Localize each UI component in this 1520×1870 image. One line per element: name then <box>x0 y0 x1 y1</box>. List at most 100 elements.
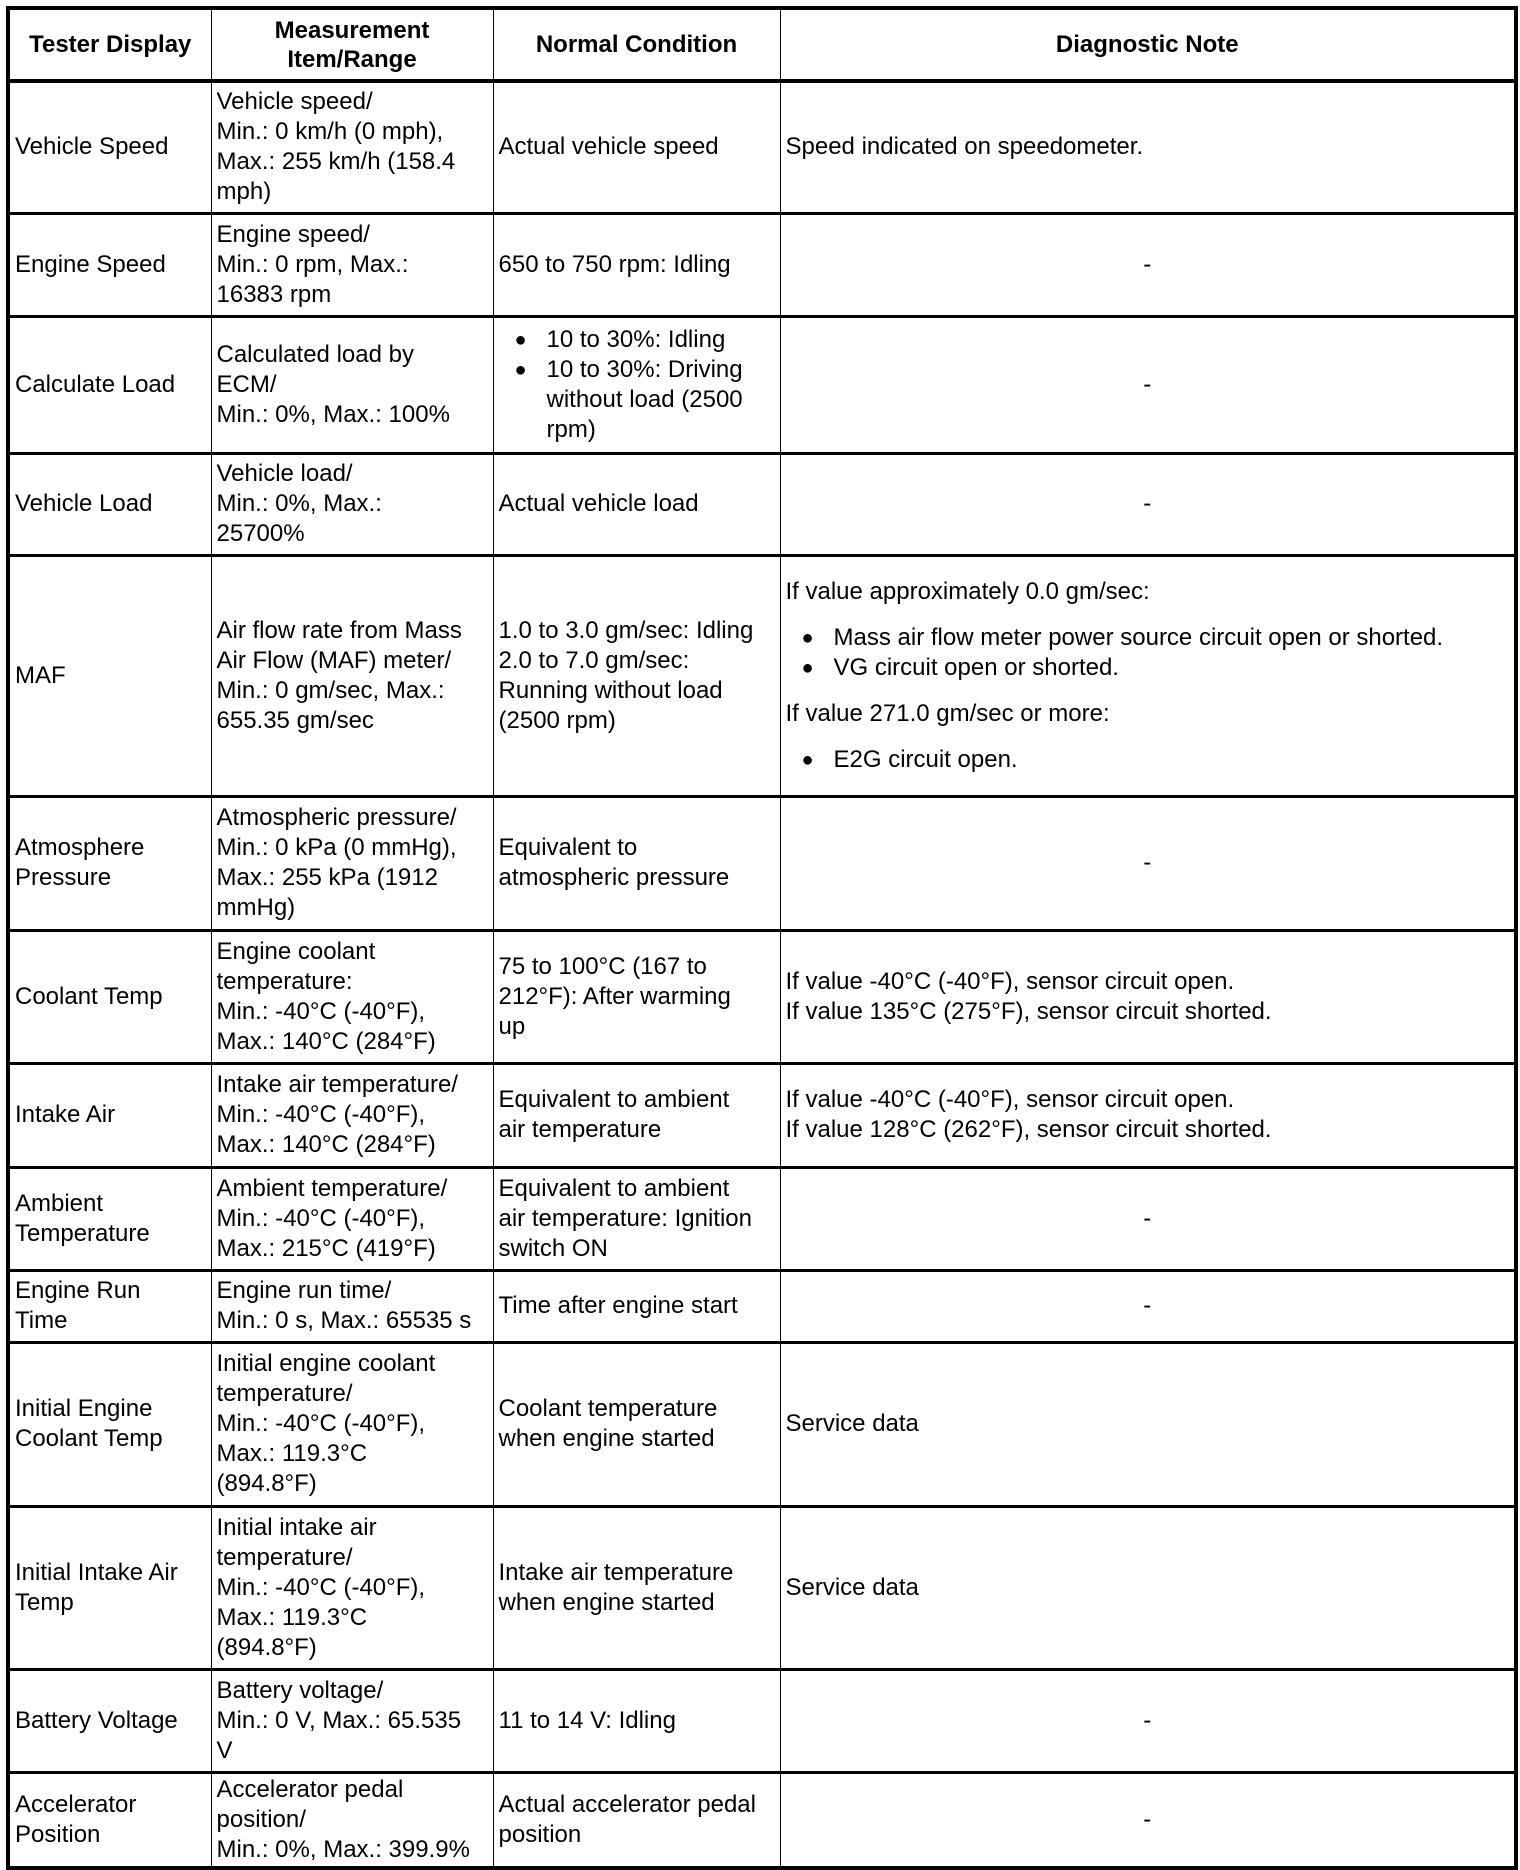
cell-normal-condition: Time after engine start <box>492 1268 781 1344</box>
table-row: Accelerator Position Accelerator pedal po… <box>7 1770 1517 1870</box>
cell-normal-condition: Coolant temperature when engine started <box>492 1340 781 1508</box>
header-diagnostic-note: Diagnostic Note <box>779 6 1517 83</box>
cell-normal-condition: Equivalent to ambient air temperature: I… <box>492 1165 781 1272</box>
cell-measurement-range: Initial engine coolant temperature/ Min.… <box>210 1340 494 1508</box>
table-row: Calculate Load Calculated load by ECM/ Mi… <box>7 314 1517 455</box>
table-row: MAF Air flow rate from Mass Air Flow (MAF… <box>7 553 1517 798</box>
cell-diagnostic-note: - <box>779 1268 1517 1344</box>
cell-paragraph: Equivalent to ambient air temperature <box>498 1086 730 1143</box>
cell-normal-condition: 650 to 750 rpm: Idling <box>492 211 781 318</box>
cell-diagnostic-note: - <box>779 314 1517 455</box>
cell-diagnostic-note: If value -40°C (-40°F), sensor circuit o… <box>779 1061 1517 1169</box>
bullet-text: E2G circuit open. <box>833 745 1018 773</box>
cell-tester-display: Battery Voltage <box>7 1667 212 1774</box>
table-row: Engine Speed Engine speed/ Min.: 0 rpm, M… <box>7 211 1517 318</box>
cell-diagnostic-note: - <box>779 794 1517 932</box>
cell-normal-condition: Actual vehicle load <box>492 451 781 557</box>
cell-paragraph: Speed indicated on speedometer. <box>785 133 1144 161</box>
cell-tester-display: Ambient Temperature <box>7 1165 212 1272</box>
cell-paragraph: Intake air temperature when engine start… <box>498 1558 734 1616</box>
cell-measurement-range: Ambient temperature/ Min.: -40°C (-40°F)… <box>210 1165 494 1272</box>
bullet-icon: ● <box>801 656 814 679</box>
table-row: Engine Run Time Engine run time/ Min.: 0 … <box>7 1268 1517 1344</box>
cell-paragraph: Actual accelerator pedal position <box>498 1790 756 1848</box>
cell-measurement-range: Atmospheric pressure/ Min.: 0 kPa (0 mmH… <box>210 794 494 932</box>
cell-measurement-range: Vehicle speed/ Min.: 0 km/h (0 mph), Max… <box>210 79 494 215</box>
cell-paragraph: 1.0 to 3.0 gm/sec: Idling 2.0 to 7.0 gm/… <box>498 616 754 734</box>
table-row: Vehicle Speed Vehicle speed/ Min.: 0 km/h… <box>7 79 1517 215</box>
cell-tester-display: Initial Intake Air Temp <box>7 1504 212 1671</box>
cell-normal-condition: 75 to 100°C (167 to 212°F): After warmin… <box>492 928 781 1065</box>
cell-paragraph: 75 to 100°C (167 to 212°F): After warmin… <box>498 952 731 1040</box>
bullet-text: 10 to 30%: Idling <box>546 325 726 353</box>
cell-paragraph: Service data <box>785 1573 919 1601</box>
cell-paragraph: Coolant temperature when engine started <box>498 1395 718 1452</box>
cell-measurement-range: Intake air temperature/ Min.: -40°C (-40… <box>210 1061 494 1169</box>
cell-measurement-range: Engine speed/ Min.: 0 rpm, Max.: 16383 r… <box>210 211 494 318</box>
cell-normal-condition: Equivalent to atmospheric pressure <box>492 794 781 932</box>
cell-paragraph: 11 to 14 V: Idling <box>498 1706 676 1734</box>
cell-diagnostic-note: If value approximately 0.0 gm/sec: ● Mass … <box>779 553 1517 798</box>
cell-measurement-range: Vehicle load/ Min.: 0%, Max.: 25700% <box>210 451 494 557</box>
cell-paragraph: If value 271.0 gm/sec or more: <box>785 699 1110 727</box>
bullet-list: ● 10 to 30%: Idling ● 10 to 30%: Driving wi… <box>499 325 775 445</box>
cell-tester-display: MAF <box>7 553 212 798</box>
table-row: Intake Air Intake air temperature/ Min.: … <box>7 1061 1517 1169</box>
bullet-text: 10 to 30%: Driving without load (2500 rp… <box>546 355 743 443</box>
bullet-icon: ● <box>801 748 814 771</box>
cell-normal-condition: ● 10 to 30%: Idling ● 10 to 30%: Driving wi… <box>492 314 781 455</box>
cell-normal-condition: Actual vehicle speed <box>492 79 781 215</box>
table-row: Ambient Temperature Ambient temperature/ … <box>7 1165 1517 1272</box>
cell-normal-condition: Intake air temperature when engine start… <box>492 1504 781 1671</box>
bullet-text: Mass air flow meter power source circuit… <box>833 623 1444 651</box>
cell-paragraph: Equivalent to atmospheric pressure <box>498 834 730 891</box>
bullet-list: ● E2G circuit open. <box>786 745 1510 775</box>
cell-diagnostic-note: - <box>779 1667 1517 1774</box>
cell-normal-condition: 1.0 to 3.0 gm/sec: Idling 2.0 to 7.0 gm/… <box>492 553 781 798</box>
cell-tester-display: Engine Speed <box>7 211 212 318</box>
list-item: ● Mass air flow meter power source circui… <box>786 623 1510 653</box>
header-tester-display: Tester Display <box>7 6 212 83</box>
list-item: ● VG circuit open or shorted. <box>786 653 1510 683</box>
cell-paragraph: Service data <box>785 1410 919 1437</box>
cell-diagnostic-note: - <box>779 211 1517 318</box>
cell-normal-condition: Equivalent to ambient air temperature <box>492 1061 781 1169</box>
cell-tester-display: Initial Engine Coolant Temp <box>7 1340 212 1508</box>
table-row: Vehicle Load Vehicle load/ Min.: 0%, Max.… <box>7 451 1517 557</box>
table-row: Battery Voltage Battery voltage/ Min.: 0 … <box>7 1667 1517 1774</box>
cell-normal-condition: Actual accelerator pedal position <box>492 1770 781 1870</box>
cell-measurement-range: Air flow rate from Mass Air Flow (MAF) m… <box>210 553 494 798</box>
bullet-icon: ● <box>514 328 527 351</box>
cell-diagnostic-note: If value -40°C (-40°F), sensor circuit o… <box>779 928 1517 1065</box>
cell-tester-display: Engine Run Time <box>7 1268 212 1344</box>
header-measurement-item-range: Measurement Item/Range <box>210 6 494 83</box>
cell-measurement-range: Battery voltage/ Min.: 0 V, Max.: 65.535… <box>210 1667 494 1774</box>
cell-paragraph: 650 to 750 rpm: Idling <box>498 250 731 278</box>
cell-paragraph: Time after engine start <box>498 1292 738 1319</box>
header-normal-condition: Normal Condition <box>492 6 781 83</box>
table-row: Atmosphere Pressure Atmospheric pressure/… <box>7 794 1517 932</box>
list-item: ● E2G circuit open. <box>786 745 1510 775</box>
tester-data-table: Tester Display Measurement Item/Range No… <box>6 6 1518 1870</box>
table-row: Initial Intake Air Temp Initial intake ai… <box>7 1504 1517 1671</box>
cell-tester-display: Vehicle Load <box>7 451 212 557</box>
list-item: ● 10 to 30%: Idling <box>499 325 775 355</box>
cell-tester-display: Accelerator Position <box>7 1770 212 1870</box>
cell-diagnostic-note: - <box>779 1770 1517 1870</box>
bullet-list: ● Mass air flow meter power source circui… <box>786 623 1510 683</box>
cell-paragraph: If value -40°C (-40°F), sensor circuit o… <box>785 967 1272 1025</box>
table-body: Vehicle Speed Vehicle speed/ Min.: 0 km/h… <box>7 79 1517 1870</box>
list-item: ● 10 to 30%: Driving without load (2500 r… <box>499 355 775 445</box>
cell-diagnostic-note: - <box>779 1165 1517 1272</box>
cell-tester-display: Calculate Load <box>7 314 212 455</box>
cell-measurement-range: Accelerator pedal position/ Min.: 0%, Ma… <box>210 1770 494 1870</box>
cell-normal-condition: 11 to 14 V: Idling <box>492 1667 781 1774</box>
cell-tester-display: Coolant Temp <box>7 928 212 1065</box>
cell-measurement-range: Calculated load by ECM/ Min.: 0%, Max.: … <box>210 314 494 455</box>
cell-paragraph: If value approximately 0.0 gm/sec: <box>785 577 1150 605</box>
cell-measurement-range: Engine run time/ Min.: 0 s, Max.: 65535 … <box>210 1268 494 1344</box>
bullet-icon: ● <box>514 358 527 381</box>
cell-measurement-range: Engine coolant temperature: Min.: -40°C … <box>210 928 494 1065</box>
cell-diagnostic-note: Speed indicated on speedometer. <box>779 79 1517 215</box>
table-row: Coolant Temp Engine coolant temperature: … <box>7 928 1517 1065</box>
